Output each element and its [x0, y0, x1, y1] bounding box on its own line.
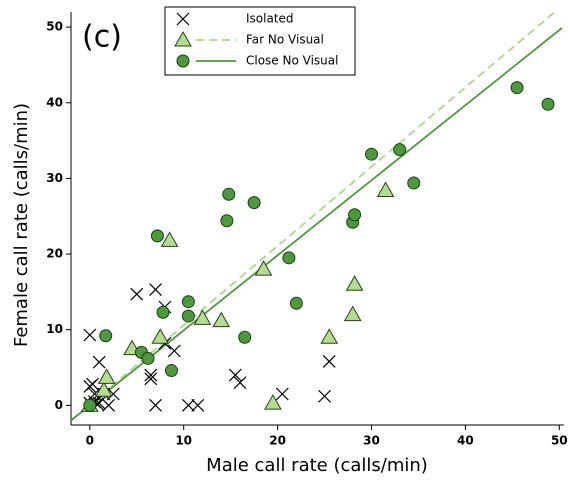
y-tick-label: 0 [55, 398, 63, 412]
data-point [220, 214, 234, 228]
legend-box [164, 6, 356, 76]
data-point [99, 329, 113, 343]
data-point [318, 389, 331, 403]
data-point [322, 355, 336, 368]
data-point [144, 368, 158, 382]
y-tick-label: 20 [46, 247, 63, 261]
data-point [364, 147, 378, 161]
data-point [150, 229, 164, 243]
data-point [156, 305, 170, 319]
x-tick-label: 30 [363, 434, 380, 448]
data-point [233, 376, 247, 390]
y-tick-label: 40 [46, 95, 63, 109]
data-point [181, 295, 195, 309]
data-point [275, 387, 289, 401]
data-point [345, 275, 364, 291]
data-point [149, 398, 162, 412]
x-tick-label: 10 [175, 434, 192, 448]
y-axis-label: Female call rate (calls/min) [11, 103, 32, 347]
data-point [343, 305, 362, 322]
data-point [238, 330, 252, 344]
data-point [149, 283, 162, 297]
data-point [541, 97, 555, 111]
data-point [264, 394, 282, 410]
data-point [228, 368, 242, 382]
data-point [181, 398, 195, 412]
data-point [151, 328, 170, 344]
data-point [106, 387, 120, 401]
x-tick-label: 40 [457, 434, 474, 448]
data-point [92, 355, 106, 369]
data-point [160, 231, 179, 247]
data-point [83, 328, 97, 342]
x-tick-label: 0 [86, 434, 94, 448]
data-point [83, 379, 97, 393]
data-point [97, 368, 116, 384]
data-point [167, 344, 181, 358]
data-point [254, 260, 273, 276]
data-point [376, 181, 395, 198]
data-point [247, 196, 261, 210]
y-tick-label: 10 [46, 322, 63, 336]
data-point [144, 372, 158, 386]
legend-symbol [176, 54, 190, 68]
data-point [320, 328, 339, 344]
data-point [141, 351, 155, 365]
data-point [191, 398, 205, 412]
data-point [510, 81, 524, 95]
data-point [102, 398, 115, 412]
x-tick-label: 20 [269, 434, 286, 448]
data-point [95, 381, 113, 397]
panel-label: (c) [82, 20, 122, 55]
data-point [407, 176, 421, 190]
legend-label: Far No Visual [246, 33, 324, 47]
data-point [181, 309, 195, 323]
legend-label: Close No Visual [246, 54, 338, 68]
legend-symbol [174, 30, 192, 47]
data-point [393, 143, 407, 157]
data-point [130, 287, 144, 301]
x-axis-label: Male call rate (calls/min) [206, 455, 428, 476]
fit-line [71, 9, 558, 422]
data-point [83, 398, 97, 412]
data-point [164, 364, 178, 378]
legend-symbol [176, 12, 190, 26]
data-point [193, 309, 212, 325]
y-tick-label: 50 [46, 20, 63, 34]
data-point [222, 187, 236, 201]
legend-label: Isolated [246, 12, 294, 26]
x-tick-label: 50 [551, 434, 568, 448]
data-point [289, 296, 303, 310]
data-point [282, 251, 296, 265]
y-tick-label: 30 [46, 171, 63, 185]
data-point [348, 208, 362, 222]
data-point [212, 311, 231, 328]
